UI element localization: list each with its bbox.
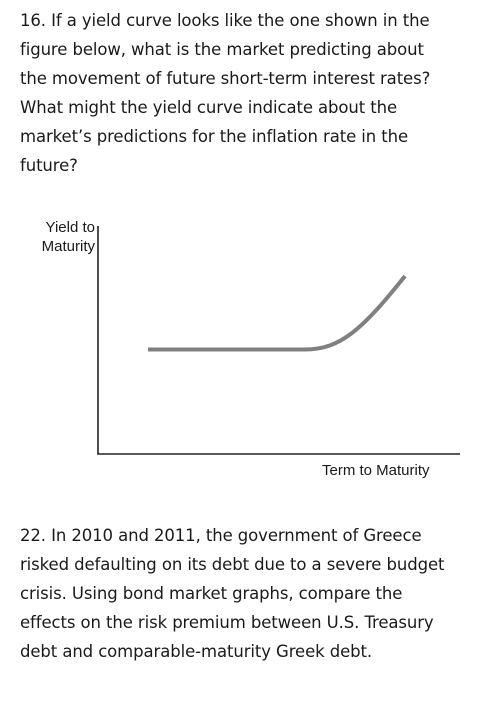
y-axis-label: Yield to Maturity	[42, 218, 95, 256]
question-16-line: 16. If a yield curve looks like the one …	[20, 11, 430, 30]
x-axis-label: Term to Maturity	[322, 462, 430, 479]
question-16-line: market’s predictions for the inflation r…	[20, 127, 409, 146]
question-22-text: 22. In 2010 and 2011, the government of …	[20, 521, 475, 666]
question-16-line: the movement of future short-term intere…	[20, 69, 431, 88]
question-22-line: effects on the risk premium between U.S.…	[20, 613, 434, 632]
question-22-line: 22. In 2010 and 2011, the government of …	[20, 526, 422, 545]
y-axis-label-line2: Maturity	[41, 238, 95, 255]
question-22-line: risked defaulting on its debt due to a s…	[20, 555, 445, 574]
question-16-line: future?	[20, 156, 78, 175]
yield-curve-line	[148, 274, 407, 352]
question-22-line: crisis. Using bond market graphs, compar…	[20, 584, 403, 603]
question-16-line: What might the yield curve indicate abou…	[20, 98, 398, 117]
y-axis-label-line1: Yield to	[45, 219, 95, 236]
question-16-line: figure below, what is the market predict…	[20, 40, 424, 59]
question-22-line: debt and comparable-maturity Greek debt.	[20, 642, 373, 661]
question-16-text: 16. If a yield curve looks like the one …	[20, 6, 475, 180]
